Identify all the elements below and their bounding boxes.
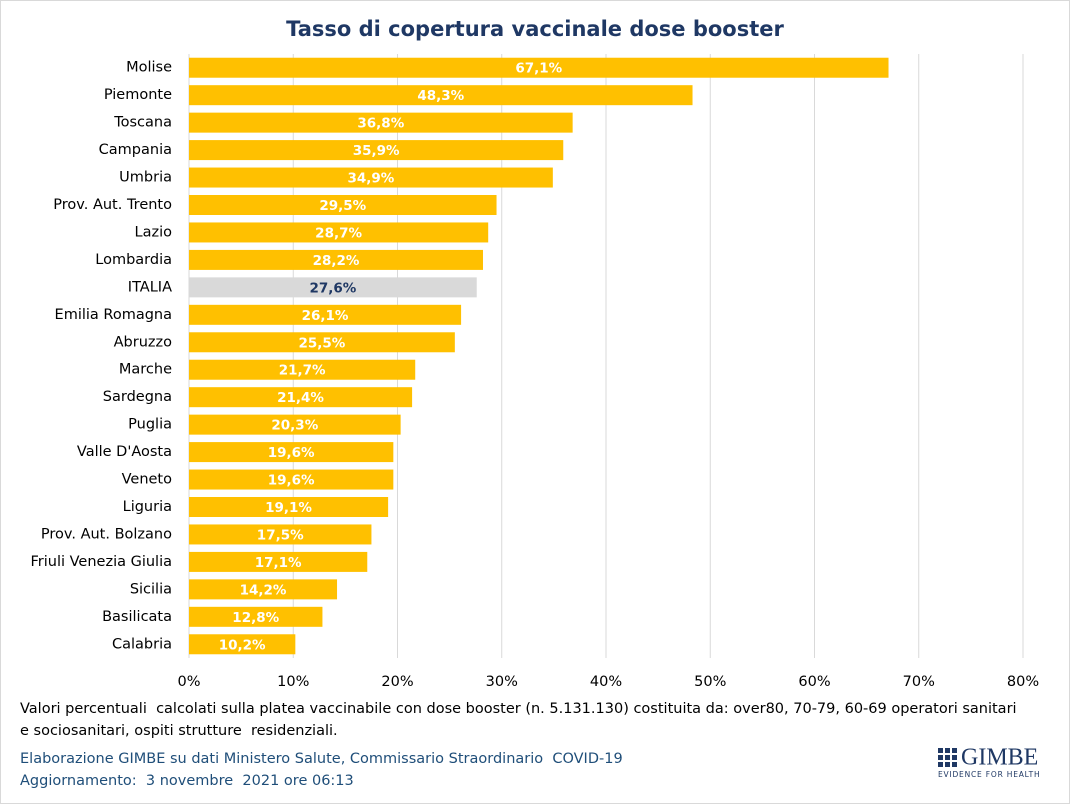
y-tick-label: Liguria — [123, 499, 172, 515]
y-tick-label: Campania — [99, 142, 172, 158]
x-tick-label: 60% — [798, 674, 830, 690]
y-tick-label: Calabria — [112, 636, 172, 652]
value-label: 12,8% — [232, 610, 279, 626]
bar — [189, 579, 338, 600]
y-tick-label: Emilia Romagna — [55, 307, 172, 323]
bar — [189, 634, 296, 655]
value-label: 26,1% — [302, 308, 349, 324]
y-tick-label: Lazio — [135, 224, 173, 240]
value-label: 29,5% — [319, 198, 366, 214]
value-label: 19,6% — [268, 473, 315, 489]
value-label: 36,8% — [357, 116, 404, 132]
value-label: 35,9% — [353, 143, 400, 159]
bar — [189, 222, 489, 243]
value-label: 34,9% — [347, 171, 394, 187]
update-note: Aggiornamento: 3 novembre 2021 ore 06:13 — [20, 773, 354, 789]
bar — [189, 304, 462, 325]
bar — [189, 167, 553, 188]
y-tick-label: Basilicata — [102, 609, 172, 625]
bar — [189, 359, 416, 380]
value-label: 21,4% — [277, 390, 324, 406]
bar — [189, 414, 401, 435]
value-label: 48,3% — [417, 88, 464, 104]
y-tick-label: Piemonte — [104, 87, 172, 103]
y-tick-label: Prov. Aut. Bolzano — [41, 526, 172, 542]
y-tick-label: ITALIA — [128, 279, 172, 295]
logo-tagline: EVIDENCE FOR HEALTH — [938, 770, 1040, 779]
value-label: 28,2% — [313, 253, 360, 269]
x-tick-label: 0% — [177, 674, 200, 690]
y-tick-label: Valle D'Aosta — [77, 444, 172, 460]
value-label: 19,1% — [265, 500, 312, 516]
value-label: 10,2% — [219, 637, 266, 653]
y-tick-label: Molise — [126, 60, 172, 76]
bar — [189, 85, 693, 106]
x-tick-label: 20% — [381, 674, 413, 690]
chart-title: Tasso di copertura vaccinale dose booste… — [286, 17, 784, 41]
value-label: 19,6% — [268, 445, 315, 461]
x-tick-label: 40% — [590, 674, 622, 690]
logo-icon — [938, 748, 957, 767]
bar — [189, 249, 483, 270]
bar — [189, 551, 368, 572]
y-tick-label: Veneto — [122, 472, 173, 488]
value-label: 20,3% — [271, 418, 318, 434]
y-tick-label: Lombardia — [95, 252, 172, 268]
value-label: 25,5% — [298, 335, 345, 351]
y-tick-label: Puglia — [128, 417, 172, 433]
value-label: 21,7% — [279, 363, 326, 379]
y-tick-label: Marche — [119, 362, 172, 378]
bar — [189, 442, 394, 463]
value-label: 28,7% — [315, 225, 362, 241]
bar — [189, 57, 889, 78]
bar — [189, 497, 389, 517]
bar — [189, 469, 394, 490]
value-label: 27,6% — [309, 280, 356, 296]
bar — [189, 277, 477, 298]
y-tick-label: Toscana — [113, 115, 172, 131]
y-tick-label: Sardegna — [103, 389, 172, 405]
y-tick-label: Umbria — [119, 170, 172, 186]
y-tick-label: Friuli Venezia Giulia — [31, 554, 173, 570]
bar — [189, 524, 372, 545]
value-label: 14,2% — [240, 582, 287, 598]
y-tick-label: Prov. Aut. Trento — [53, 197, 172, 213]
bar — [189, 140, 564, 161]
x-tick-label: 30% — [486, 674, 518, 690]
bar — [189, 195, 497, 215]
footnote: Valori percentuali calcolati sulla plate… — [20, 701, 1022, 739]
bar — [189, 112, 573, 133]
bar — [189, 387, 413, 408]
x-tick-label: 80% — [1007, 674, 1039, 690]
bar — [189, 332, 455, 353]
x-tick-label: 10% — [277, 674, 309, 690]
x-tick-label: 70% — [903, 674, 935, 690]
y-tick-label: Abruzzo — [114, 334, 172, 350]
logo-text: GIMBE — [961, 745, 1038, 771]
source-note: Elaborazione GIMBE su dati Ministero Sal… — [20, 751, 623, 767]
value-label: 17,1% — [255, 555, 302, 571]
y-tick-label: Sicilia — [130, 581, 172, 597]
value-label: 17,5% — [257, 527, 304, 543]
value-label: 67,1% — [515, 61, 562, 77]
x-tick-label: 50% — [694, 674, 726, 690]
bar — [189, 606, 323, 627]
